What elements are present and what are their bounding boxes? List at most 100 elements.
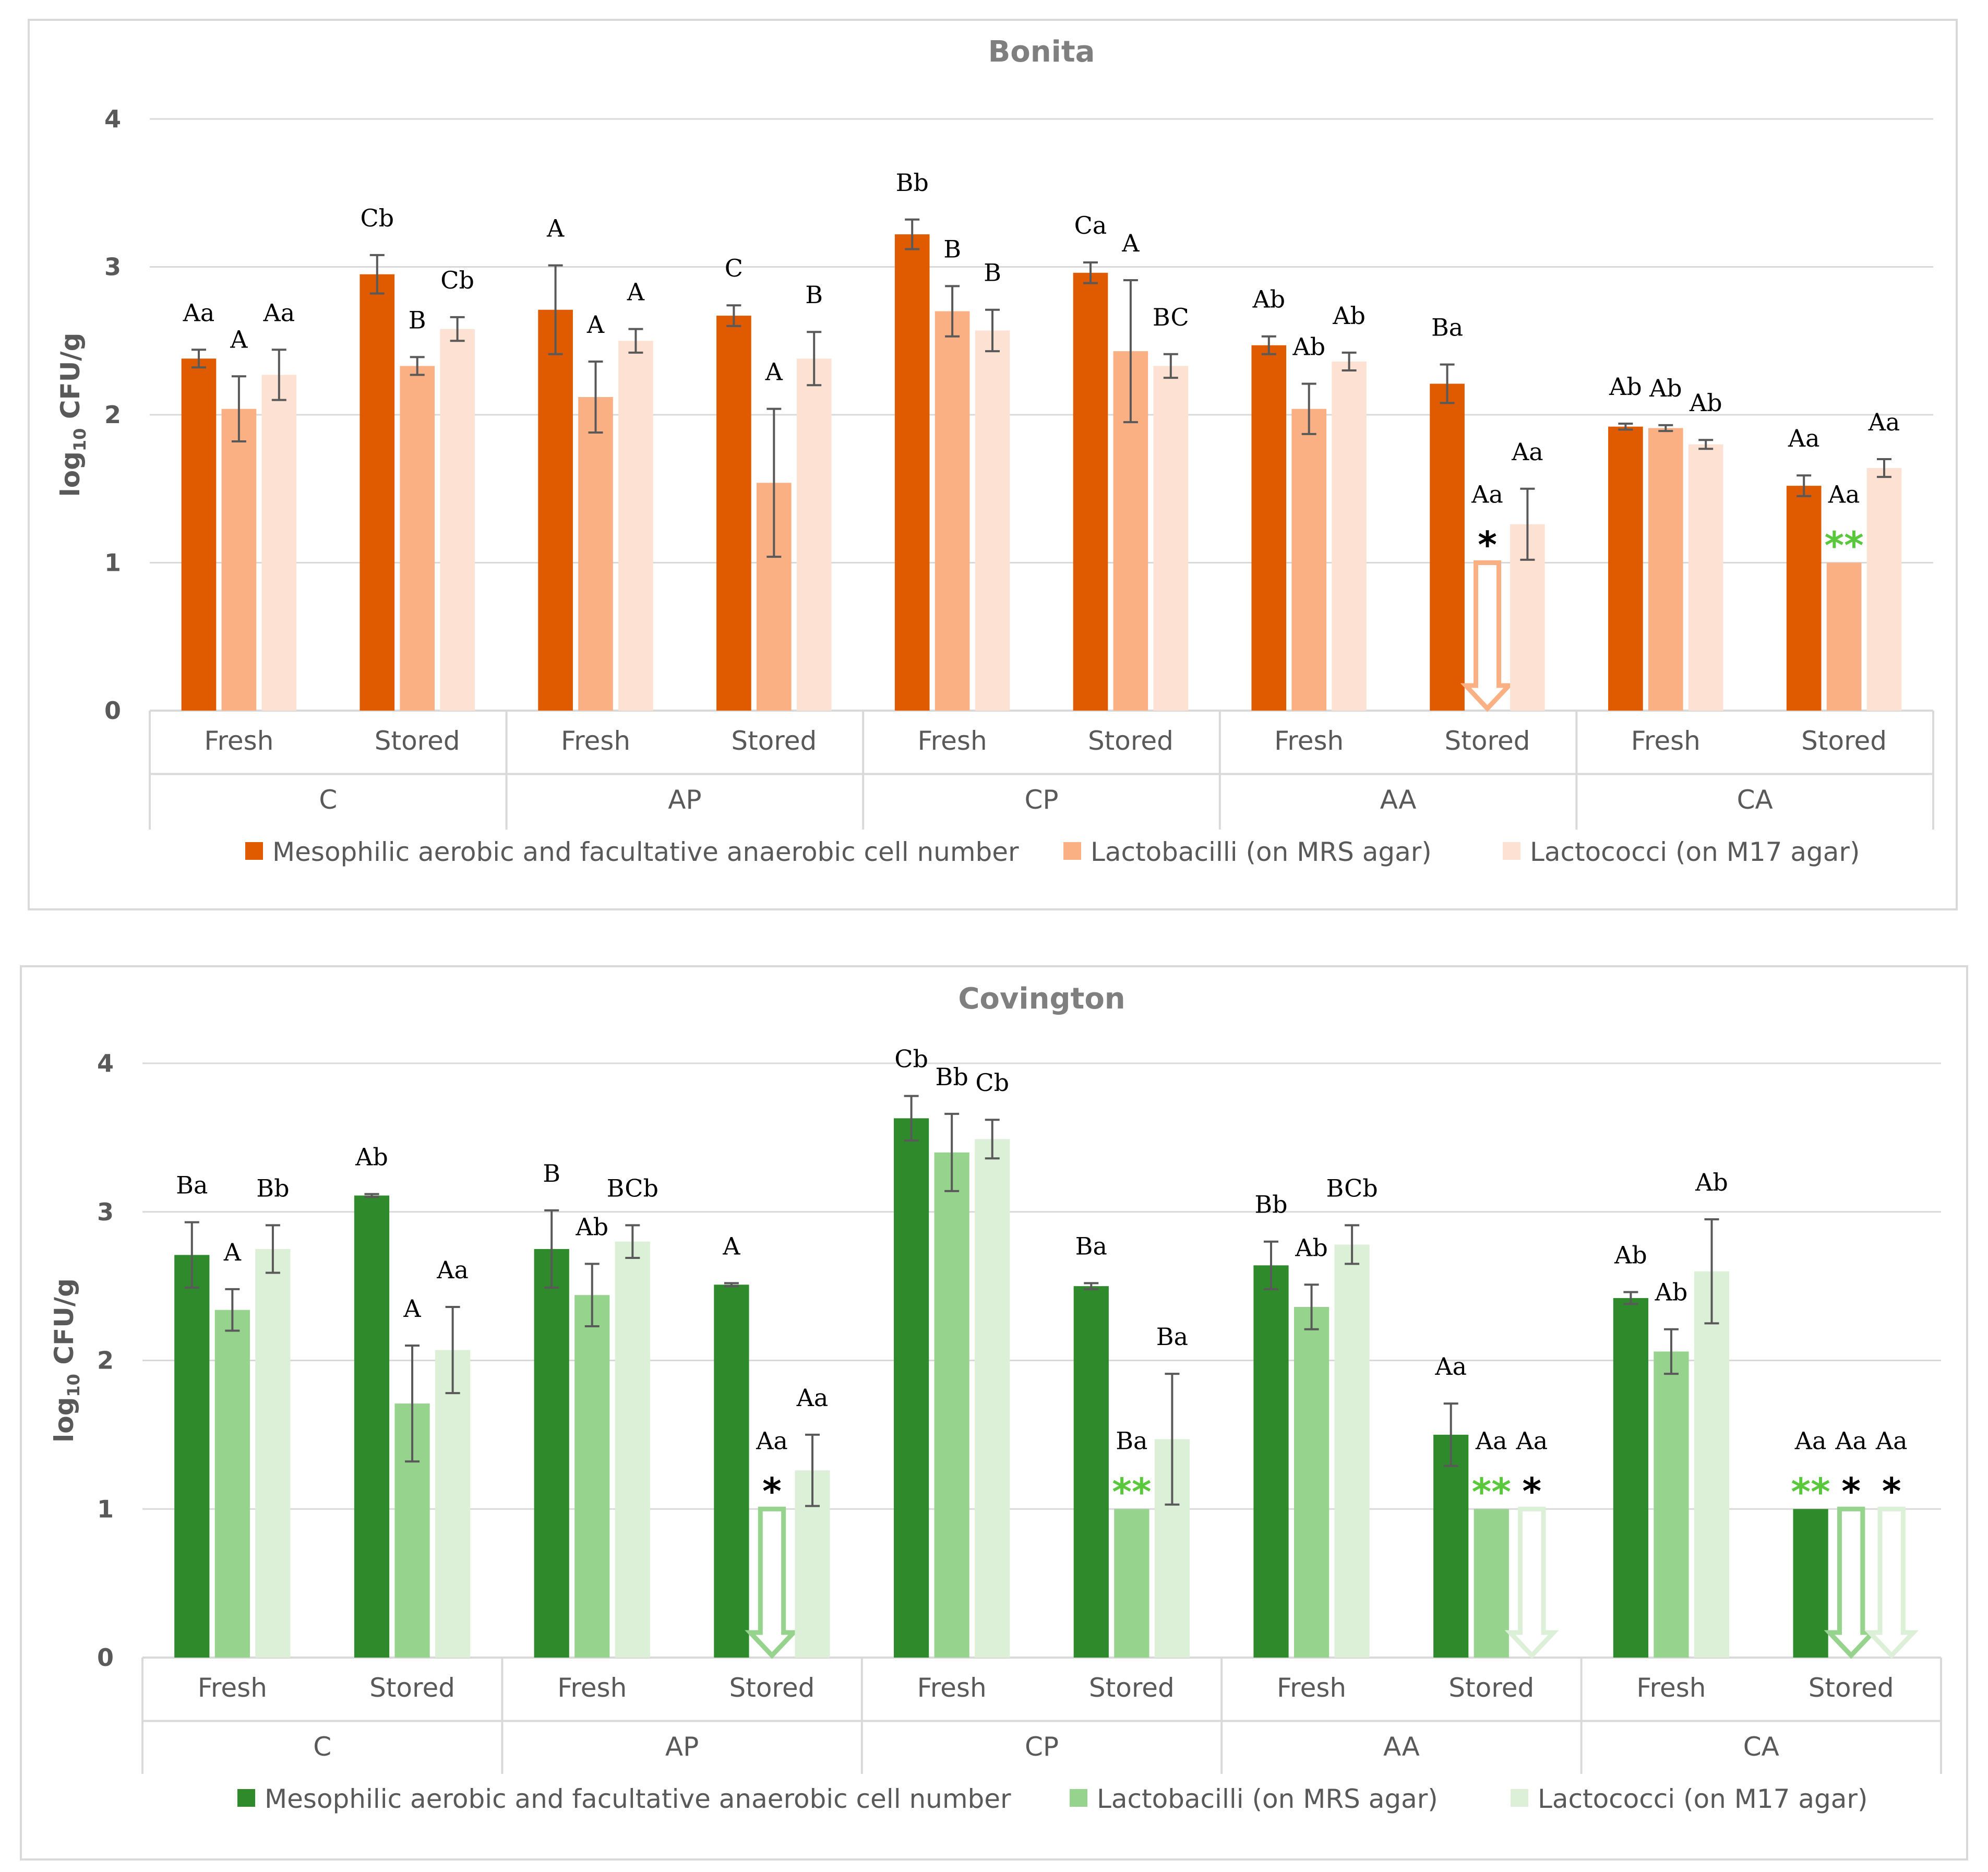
asterisk-mark: * bbox=[1523, 1470, 1542, 1513]
data-label: B bbox=[984, 259, 1001, 287]
data-label: A bbox=[223, 1238, 242, 1266]
data-label: Cb bbox=[975, 1069, 1009, 1097]
bar bbox=[538, 309, 573, 711]
detection-limit-arrow bbox=[1824, 1506, 1878, 1659]
data-label: Aa bbox=[1475, 1426, 1507, 1455]
x-tick-label: Stored bbox=[375, 726, 460, 756]
data-label: A bbox=[546, 214, 565, 243]
bar bbox=[578, 397, 613, 711]
y-axis-label: log10 CFU/g bbox=[55, 333, 90, 497]
data-label: B bbox=[409, 306, 426, 334]
bar bbox=[1332, 361, 1367, 711]
data-label: A bbox=[765, 358, 783, 386]
x-group-label: CP bbox=[1025, 1732, 1059, 1762]
asterisk-mark: * bbox=[1882, 1470, 1901, 1513]
bar bbox=[574, 1295, 610, 1658]
bar bbox=[1866, 468, 1902, 711]
data-label: Ab bbox=[1252, 285, 1285, 314]
x-group-label: C bbox=[319, 785, 337, 815]
legend-label: Lactobacilli (on MRS agar) bbox=[1091, 837, 1432, 867]
x-group-label: AA bbox=[1380, 785, 1417, 815]
data-label: Ab bbox=[1295, 1233, 1328, 1262]
legend-swatch bbox=[237, 1789, 255, 1807]
bar bbox=[1826, 562, 1862, 711]
x-tick-label: Stored bbox=[729, 1673, 815, 1703]
bar bbox=[435, 1350, 471, 1658]
legend-label: Mesophilic aerobic and facultative anaer… bbox=[265, 1784, 1011, 1814]
data-label: Ab bbox=[575, 1213, 608, 1241]
green-asterisk-mark: ** bbox=[1472, 1470, 1511, 1514]
data-label: BC bbox=[1153, 303, 1189, 331]
y-tick-label: 2 bbox=[97, 1347, 114, 1375]
bar bbox=[440, 329, 475, 711]
data-label: Aa bbox=[1511, 438, 1543, 466]
bar bbox=[615, 1241, 650, 1658]
bar bbox=[1294, 1306, 1330, 1658]
data-label: Ab bbox=[1655, 1278, 1688, 1306]
bar bbox=[534, 1249, 569, 1658]
bar bbox=[1608, 426, 1643, 711]
data-label: Aa bbox=[1875, 1426, 1908, 1455]
data-label: Aa bbox=[1515, 1426, 1548, 1455]
bar bbox=[1073, 1286, 1109, 1658]
x-tick-label: Fresh bbox=[917, 1673, 987, 1703]
x-tick-label: Fresh bbox=[1274, 726, 1344, 756]
data-label: Bb bbox=[1254, 1191, 1287, 1219]
y-axis-label-part: 10 bbox=[70, 428, 90, 452]
data-label: Ab bbox=[1292, 332, 1325, 361]
data-label: Cb bbox=[440, 266, 474, 294]
x-tick-label: Fresh bbox=[918, 726, 987, 756]
y-tick-label: 4 bbox=[97, 1049, 114, 1077]
x-group-label: C bbox=[313, 1732, 331, 1762]
y-axis-label-part: CFU/g bbox=[55, 333, 86, 428]
y-tick-label: 1 bbox=[97, 1495, 114, 1523]
bar bbox=[1474, 1509, 1509, 1658]
bar bbox=[1688, 444, 1723, 711]
data-label: A bbox=[1121, 229, 1140, 257]
data-label: Cb bbox=[894, 1045, 928, 1073]
x-tick-label: Fresh bbox=[557, 1673, 627, 1703]
bar bbox=[174, 1255, 210, 1658]
data-label: Bb bbox=[256, 1174, 289, 1202]
data-label: Ab bbox=[1649, 374, 1682, 402]
bar bbox=[1433, 1434, 1469, 1658]
bar bbox=[1648, 428, 1683, 711]
bar bbox=[1430, 383, 1465, 711]
detection-limit-arrow bbox=[745, 1506, 799, 1659]
x-tick-label: Stored bbox=[731, 726, 817, 756]
x-tick-label: Fresh bbox=[1277, 1673, 1346, 1703]
y-axis-label-part: CFU/g bbox=[49, 1278, 79, 1374]
detection-limit-arrow bbox=[1864, 1506, 1919, 1659]
x-group-label: AP bbox=[665, 1732, 699, 1762]
y-tick-label: 0 bbox=[104, 697, 121, 725]
data-label: Ab bbox=[1332, 302, 1366, 330]
x-tick-label: Fresh bbox=[1631, 726, 1700, 756]
data-label: Bb bbox=[896, 169, 929, 197]
green-asterisk-mark: ** bbox=[1791, 1470, 1830, 1514]
legend-label: Lactococci (on M17 agar) bbox=[1538, 1784, 1867, 1814]
legend-label: Lactococci (on M17 agar) bbox=[1530, 837, 1860, 867]
bar bbox=[1073, 272, 1108, 711]
y-axis-label-part: 10 bbox=[64, 1374, 83, 1397]
y-tick-label: 4 bbox=[104, 105, 121, 133]
chart-panel-bonita: Bonita 0 1 2 3 4 log10 CFU/g Fresh Stored Fresh St… bbox=[28, 19, 1958, 910]
x-group-label: AA bbox=[1383, 1732, 1420, 1762]
y-axis-label: log10 CFU/g bbox=[49, 1278, 83, 1443]
detection-limit-arrow bbox=[1504, 1506, 1559, 1659]
x-tick-label: Stored bbox=[1089, 1673, 1175, 1703]
y-tick-label: 2 bbox=[104, 401, 121, 429]
data-label: Ab bbox=[1695, 1168, 1728, 1196]
data-label: Aa bbox=[1835, 1426, 1867, 1455]
bar bbox=[618, 341, 653, 711]
chart-title: Bonita bbox=[988, 35, 1095, 69]
bar bbox=[255, 1249, 291, 1658]
bar bbox=[1793, 1509, 1828, 1658]
bar bbox=[1153, 366, 1189, 711]
x-tick-label: Stored bbox=[1445, 726, 1530, 756]
x-tick-label: Stored bbox=[1809, 1673, 1894, 1703]
bar bbox=[1786, 486, 1822, 711]
data-label: Ab bbox=[1689, 389, 1722, 417]
bar bbox=[1613, 1298, 1649, 1658]
